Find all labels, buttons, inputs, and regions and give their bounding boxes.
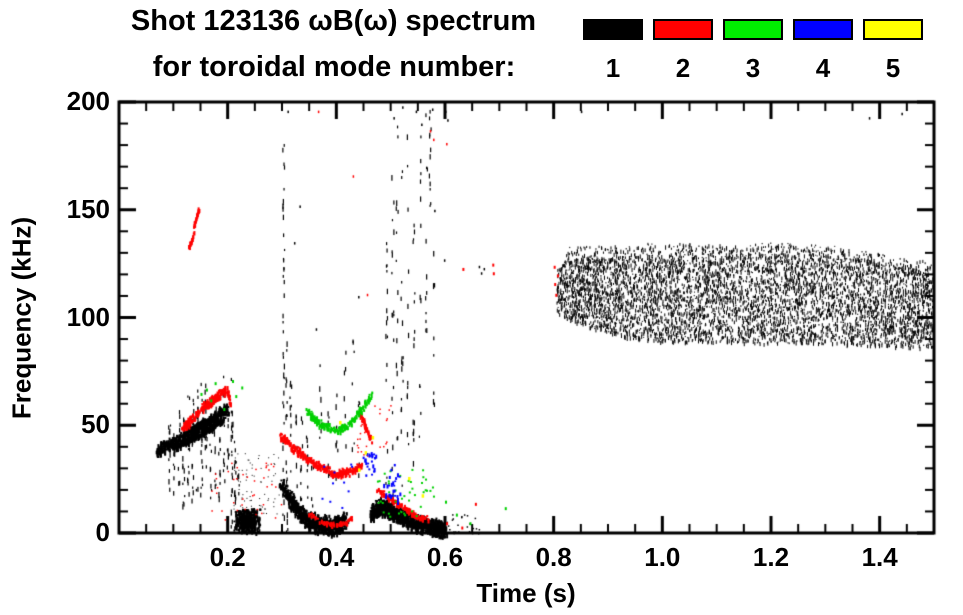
legend-label-n3: 3 [745,53,761,83]
y-axis-title: Frequency (kHz) [6,216,37,420]
chart-title-line2: for toroidal mode number: [152,51,516,83]
x-axis-title: Time (s) [476,578,576,608]
x-tick-label-1.2: 1.2 [752,542,790,572]
legend-label-n1: 1 [605,53,621,83]
y-tick-label-150: 150 [66,193,110,224]
x-tick-label-0.2: 0.2 [209,542,246,572]
legend-label-n5: 5 [885,53,901,83]
legend-swatch-n5 [863,19,923,40]
legend-swatch-n3 [723,19,783,40]
x-tick-label-1.0: 1.0 [644,542,681,572]
y-tick-label-100: 100 [66,301,110,332]
chart-title-line1: Shot 123136 ωB(ω) spectrum [130,5,537,37]
legend-swatch-n4 [793,19,853,40]
y-tick-label-50: 50 [81,409,110,440]
x-tick-label-1.4: 1.4 [861,542,898,572]
x-tick-label-0.6: 0.6 [426,542,464,572]
y-tick-label-0: 0 [95,517,110,547]
legend-label-n2: 2 [675,53,691,83]
legend-swatch-n2 [653,19,713,40]
legend-swatch-n1 [583,19,643,40]
x-tick-label-0.8: 0.8 [535,542,572,572]
x-tick-label-0.4: 0.4 [318,542,355,572]
y-tick-label-200: 200 [66,86,110,116]
legend-label-n4: 4 [815,53,831,83]
